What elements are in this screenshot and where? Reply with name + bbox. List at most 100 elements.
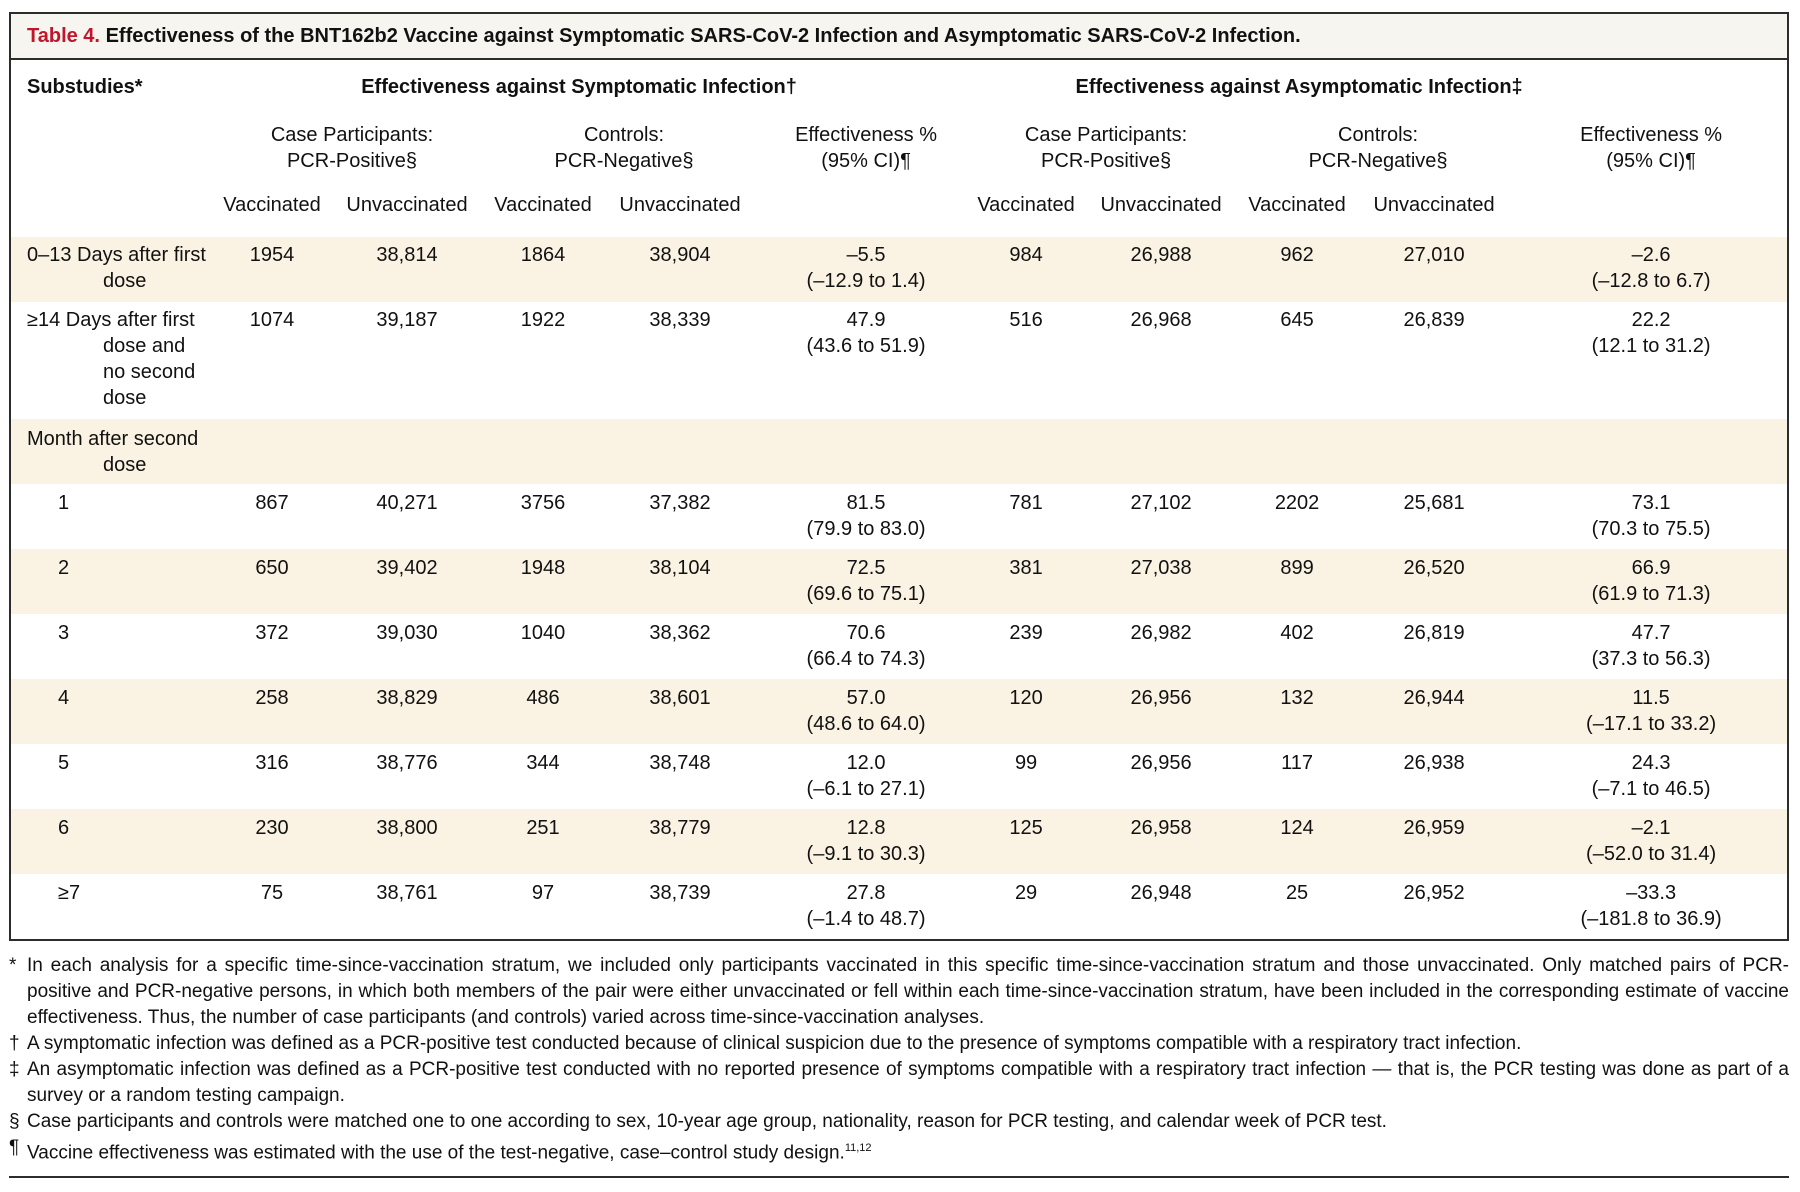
table-row: ≥14 Days after first dose and no second dos… — [11, 302, 1787, 419]
cell-value: 26,819 — [1403, 622, 1465, 644]
header-symptomatic: Effectiveness against Symptomatic Infect… — [361, 76, 797, 98]
cell-value: 899 — [1280, 557, 1314, 579]
cell-value: 258 — [255, 687, 289, 709]
cell-value: 38,761 — [376, 882, 438, 904]
cell-effectiveness: 47.9 (43.6 to 51.9) — [806, 309, 926, 357]
table-row-section: Month after second dose — [11, 419, 1788, 484]
row-label: ≥14 Days after first dose and no second dos… — [27, 309, 196, 409]
cell-value: 1040 — [520, 622, 566, 644]
table-title: Table 4. Effectiveness of the BNT162b2 V… — [11, 14, 1787, 60]
cell-value: 38,904 — [649, 244, 711, 266]
table-number: Table 4. — [27, 25, 100, 47]
table-row: 3 372 39,030 1040 38,362 70.6 (66.4 to 74… — [11, 614, 1787, 679]
row-label: 3 — [58, 622, 70, 644]
cell-value: 39,187 — [376, 309, 438, 331]
cell-value: 39,030 — [376, 622, 438, 644]
footnote: ¶ Vaccine effectiveness was estimated wit… — [9, 1135, 1789, 1166]
cell-value: 132 — [1280, 687, 1314, 709]
cell-value: 120 — [1009, 687, 1043, 709]
cell-value: 1864 — [520, 244, 566, 266]
cell-value: 402 — [1280, 622, 1314, 644]
cell-value: 29 — [1014, 882, 1038, 904]
table-row: 2 650 39,402 1948 38,104 72.5 (69.6 to 75… — [11, 549, 1788, 614]
header-cases-symptomatic: Case Participants: PCR-Positive§ — [270, 124, 434, 172]
header-effectiveness-symptomatic: Effectiveness % (95% CI)¶ — [795, 124, 937, 172]
table-row: 0–13 Days after first dose 1954 38,814 18… — [11, 237, 1788, 302]
cell-value: 38,339 — [649, 309, 711, 331]
cell-value: 781 — [1009, 492, 1043, 514]
table-title-text: Effectiveness of the BNT162b2 Vaccine ag… — [105, 25, 1301, 47]
cell-value: 984 — [1009, 244, 1043, 266]
table-row: 4 258 38,829 486 38,601 57.0 (48.6 to 64.… — [11, 679, 1788, 744]
cell-value: 486 — [526, 687, 560, 709]
row-label: 1 — [58, 492, 70, 514]
row-label: 2 — [58, 557, 70, 579]
header-vaccinated: Vaccinated — [494, 194, 592, 216]
cell-value: 26,944 — [1403, 687, 1465, 709]
cell-value: 38,800 — [376, 817, 438, 839]
cell-value: 344 — [526, 752, 560, 774]
cell-value: 97 — [531, 882, 555, 904]
footnote: † A symptomatic infection was defined as … — [9, 1031, 1789, 1057]
cell-value: 27,102 — [1130, 492, 1192, 514]
cell-value: 650 — [255, 557, 289, 579]
table-figure: Table 4. Effectiveness of the BNT162b2 V… — [9, 12, 1789, 1179]
cell-value: 38,748 — [649, 752, 711, 774]
footnote: ‡ An asymptomatic infection was defined a… — [9, 1057, 1789, 1109]
cell-value: 117 — [1281, 752, 1313, 774]
row-label: Month after second dose — [27, 428, 199, 476]
footnote: § Case participants and controls were mat… — [9, 1109, 1789, 1135]
cell-value: 125 — [1009, 817, 1043, 839]
cell-value: 40,271 — [376, 492, 438, 514]
cell-effectiveness: 66.9 (61.9 to 71.3) — [1591, 557, 1711, 605]
cell-effectiveness: 22.2 (12.1 to 31.2) — [1591, 309, 1711, 357]
table-box: Table 4. Effectiveness of the BNT162b2 V… — [9, 12, 1789, 941]
cell-value: 2202 — [1274, 492, 1320, 514]
cell-value: 26,520 — [1403, 557, 1465, 579]
cell-value: 38,814 — [376, 244, 438, 266]
header-unvaccinated: Unvaccinated — [619, 194, 741, 216]
cell-effectiveness: 12.8 (–9.1 to 30.3) — [806, 817, 926, 865]
cell-value: 26,982 — [1130, 622, 1192, 644]
cell-value: 26,959 — [1403, 817, 1465, 839]
footnote-text: Vaccine effectiveness was estimated with… — [27, 1142, 872, 1164]
cell-value: 251 — [526, 817, 560, 839]
table-row: 6 230 38,800 251 38,779 12.8 (–9.1 to 30.… — [11, 809, 1788, 874]
cell-value: 25 — [1285, 882, 1309, 904]
cell-value: 39,402 — [376, 557, 438, 579]
footnote-text: A symptomatic infection was defined as a… — [27, 1033, 1522, 1054]
footnote: * In each analysis for a specific time-si… — [9, 953, 1789, 1031]
footnote-text: Case participants and controls were matc… — [27, 1111, 1387, 1132]
effectiveness-table: Substudies* Effectiveness against Sympto… — [11, 60, 1788, 939]
header-effectiveness-asymptomatic: Effectiveness % (95% CI)¶ — [1580, 124, 1723, 172]
footnotes: * In each analysis for a specific time-si… — [9, 953, 1789, 1179]
cell-value: 27,038 — [1130, 557, 1192, 579]
cell-value: 124 — [1280, 817, 1314, 839]
cell-effectiveness: –2.1 (–52.0 to 31.4) — [1586, 817, 1717, 865]
header-substudies: Substudies* — [27, 76, 143, 98]
footnote-symbol: ¶ — [9, 1137, 20, 1158]
cell-value: 1922 — [520, 309, 566, 331]
cell-value: 37,382 — [649, 492, 711, 514]
cell-value: 26,968 — [1130, 309, 1192, 331]
cell-value: 38,779 — [649, 817, 711, 839]
header-cases-asymptomatic: Case Participants: PCR-Positive§ — [1024, 124, 1188, 172]
header-unvaccinated: Unvaccinated — [346, 194, 468, 216]
header-vaccinated: Vaccinated — [223, 194, 321, 216]
cell-value: 26,839 — [1403, 309, 1465, 331]
cell-value: 1074 — [249, 309, 295, 331]
header-row-groups: Substudies* Effectiveness against Sympto… — [11, 60, 1787, 115]
cell-effectiveness: 73.1 (70.3 to 75.5) — [1591, 492, 1711, 540]
header-unvaccinated: Unvaccinated — [1373, 194, 1495, 216]
cell-value: 1954 — [249, 244, 295, 266]
cell-effectiveness: 70.6 (66.4 to 74.3) — [806, 622, 926, 670]
cell-value: 38,362 — [649, 622, 711, 644]
cell-effectiveness: 27.8 (–1.4 to 48.7) — [806, 882, 926, 930]
cell-value: 230 — [255, 817, 289, 839]
cell-effectiveness: –2.6 (–12.8 to 6.7) — [1591, 244, 1711, 292]
reference-superscript: 11,12 — [844, 1142, 872, 1154]
header-controls-asymptomatic: Controls: PCR-Negative§ — [1308, 124, 1448, 172]
footnote-symbol: † — [9, 1033, 20, 1054]
cell-value: 316 — [255, 752, 289, 774]
cell-value: 1948 — [520, 557, 566, 579]
